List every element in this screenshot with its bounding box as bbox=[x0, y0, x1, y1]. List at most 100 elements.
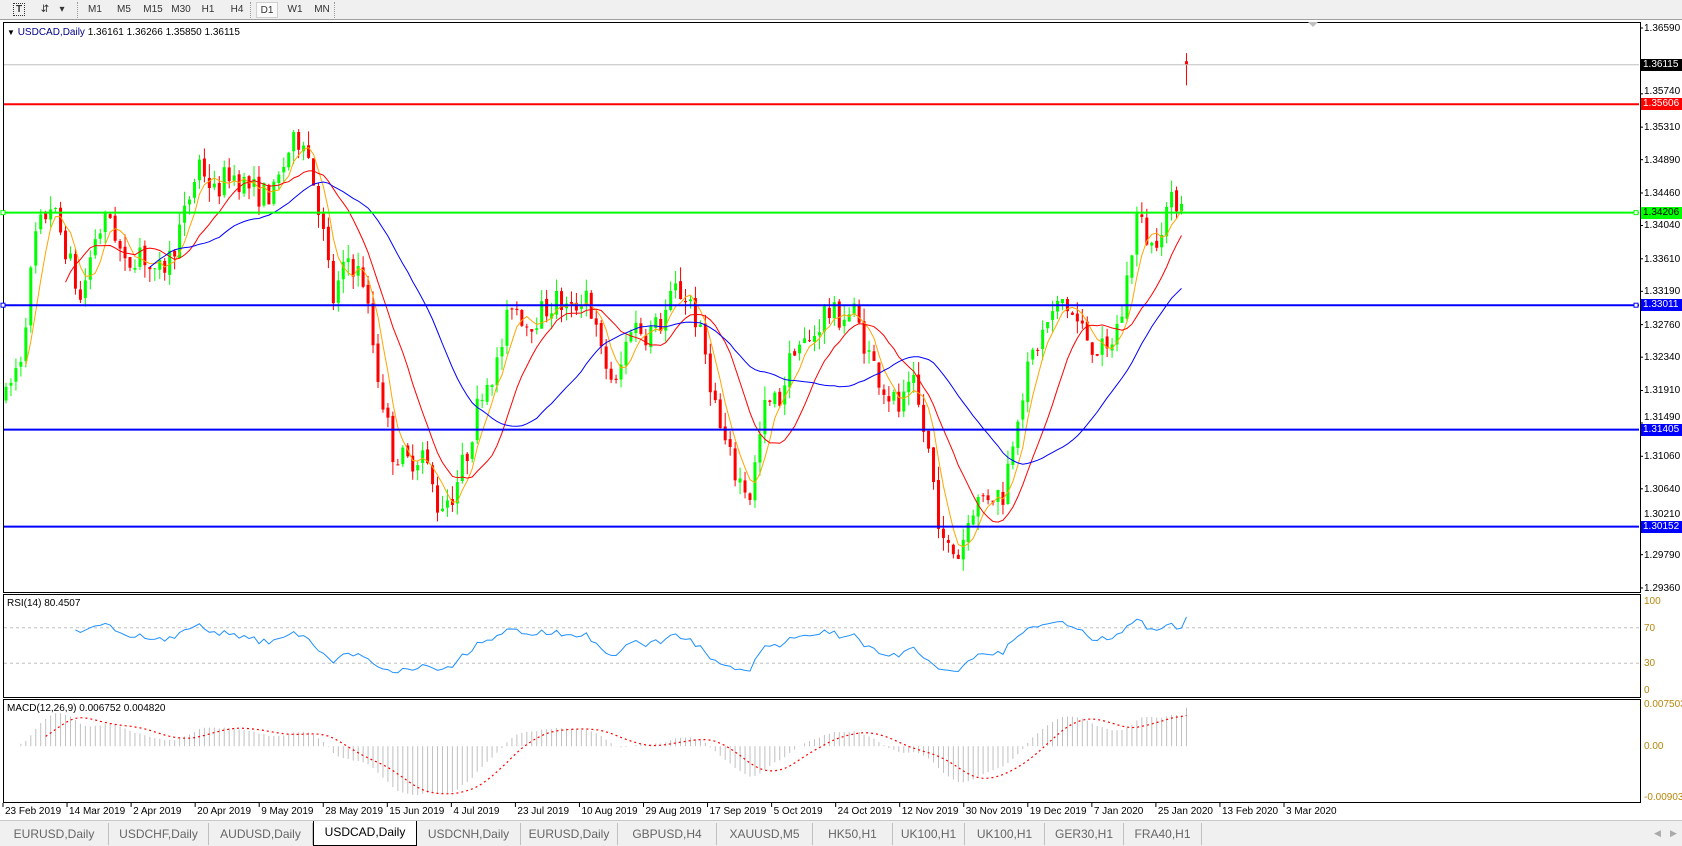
tab-uk100-h1[interactable]: UK100,H1 bbox=[965, 823, 1045, 845]
ma-slow-line bbox=[149, 181, 1182, 465]
bull-candle-body bbox=[584, 290, 588, 305]
bear-candle-body bbox=[73, 253, 77, 289]
bear-candle-body bbox=[713, 390, 717, 401]
timeframe-m15[interactable]: M15 bbox=[143, 4, 163, 15]
tab-uk100-h1[interactable]: UK100,H1 bbox=[893, 823, 965, 845]
bull-candle-body bbox=[168, 250, 172, 275]
bull-candle-body bbox=[624, 341, 628, 366]
bear-candle-body bbox=[436, 485, 440, 513]
tab-fra40-h1[interactable]: FRA40,H1 bbox=[1124, 823, 1202, 845]
bear-candle-body bbox=[941, 528, 945, 538]
collapse-triangle-icon[interactable]: ▼ bbox=[7, 28, 15, 37]
bull-candle-body bbox=[421, 450, 425, 463]
tab-hk50-h1[interactable]: HK50,H1 bbox=[813, 823, 893, 845]
bear-candle-body bbox=[297, 132, 301, 150]
tab-eurusd-daily[interactable]: EURUSD,Daily bbox=[0, 823, 109, 845]
bull-candle-body bbox=[272, 181, 276, 204]
date-label: 20 Apr 2019 bbox=[197, 806, 252, 817]
dropdown-caret-icon[interactable]: ▾ bbox=[59, 4, 65, 15]
bull-candle-body bbox=[1170, 192, 1174, 208]
level-handle bbox=[1633, 210, 1639, 216]
rsi-pane[interactable] bbox=[3, 594, 1641, 698]
bull-candle-body bbox=[39, 214, 43, 230]
bull-candle-body bbox=[1031, 349, 1035, 360]
bear-candle-body bbox=[986, 495, 990, 501]
date-label: 30 Nov 2019 bbox=[965, 806, 1023, 817]
date-label: 4 Jul 2019 bbox=[453, 806, 500, 817]
bull-candle-body bbox=[798, 344, 802, 354]
timeframe-m5[interactable]: M5 bbox=[117, 4, 131, 15]
bear-candle-body bbox=[723, 426, 727, 441]
timeframe-h4[interactable]: H4 bbox=[230, 4, 244, 15]
bear-candle-body bbox=[917, 374, 921, 405]
bull-candle-body bbox=[292, 132, 296, 152]
main-chart-pane[interactable] bbox=[3, 22, 1641, 593]
bull-candle-body bbox=[83, 280, 87, 298]
bull-candle-body bbox=[1160, 235, 1164, 248]
timeframe-h1[interactable]: H1 bbox=[201, 4, 215, 15]
timeframe-m30[interactable]: M30 bbox=[171, 4, 191, 15]
scroll-right-icon[interactable]: ▶ bbox=[1670, 828, 1677, 838]
bear-candle-body bbox=[793, 351, 797, 356]
macd-tick-label: 0.007503 bbox=[1644, 699, 1682, 710]
price-tick-label: 1.29790 bbox=[1644, 549, 1681, 561]
tab-xauusd-m5[interactable]: XAUUSD,M5 bbox=[717, 823, 813, 845]
bull-candle-body bbox=[664, 309, 668, 331]
tab-usdcnh-daily[interactable]: USDCNH,Daily bbox=[417, 823, 521, 845]
bear-candle-body bbox=[639, 323, 643, 334]
bear-candle-body bbox=[217, 182, 221, 197]
bear-candle-body bbox=[743, 480, 747, 493]
bull-candle-body bbox=[1100, 338, 1104, 355]
bear-candle-body bbox=[882, 389, 886, 395]
bull-candle-body bbox=[19, 361, 23, 367]
timeframe-mn[interactable]: MN bbox=[314, 4, 330, 15]
tab-usdcad-daily[interactable]: USDCAD,Daily bbox=[313, 821, 417, 846]
bear-candle-body bbox=[560, 291, 564, 310]
text-tool-icon[interactable]: T bbox=[10, 2, 28, 18]
timeframe-w1[interactable]: W1 bbox=[287, 4, 303, 15]
bear-candle-body bbox=[1075, 313, 1079, 322]
date-label: 24 Oct 2019 bbox=[837, 806, 893, 817]
bull-candle-body bbox=[649, 326, 653, 348]
bear-candle-body bbox=[525, 326, 529, 328]
date-label: 29 Aug 2019 bbox=[645, 806, 702, 817]
bull-candle-body bbox=[183, 205, 187, 223]
bull-candle-body bbox=[1180, 203, 1184, 212]
bull-candle-body bbox=[197, 159, 201, 181]
tab-eurusd-daily[interactable]: EURUSD,Daily bbox=[521, 823, 618, 845]
bull-candle-body bbox=[29, 267, 33, 326]
bear-candle-body bbox=[64, 230, 68, 260]
date-label: 25 Jan 2020 bbox=[1157, 806, 1213, 817]
bear-candle-body bbox=[728, 439, 732, 447]
date-label: 5 Oct 2019 bbox=[773, 806, 823, 817]
tab-audusd-daily[interactable]: AUDUSD,Daily bbox=[209, 823, 313, 845]
bear-candle-body bbox=[312, 158, 316, 186]
tab-gbpusd-h4[interactable]: GBPUSD,H4 bbox=[618, 823, 717, 845]
timeframe-d1[interactable]: D1 bbox=[256, 2, 278, 18]
bear-candle-body bbox=[143, 245, 147, 266]
date-label: 3 Mar 2020 bbox=[1286, 806, 1337, 817]
bear-candle-body bbox=[331, 260, 335, 304]
timeframe-m1[interactable]: M1 bbox=[88, 4, 102, 15]
macd-signal-line bbox=[45, 714, 1187, 795]
tab-ger30-h1[interactable]: GER30,H1 bbox=[1045, 823, 1124, 845]
bull-candle-body bbox=[24, 327, 28, 361]
bull-candle-body bbox=[852, 303, 856, 315]
bear-candle-body bbox=[371, 303, 375, 346]
bull-candle-body bbox=[9, 382, 13, 386]
bull-candle-body bbox=[500, 347, 504, 357]
bear-candle-body bbox=[768, 400, 772, 402]
bull-candle-body bbox=[847, 314, 851, 322]
bear-candle-body bbox=[78, 289, 82, 300]
arrows-tool-icon[interactable]: ⇵ bbox=[40, 4, 50, 15]
bull-candle-body bbox=[832, 302, 836, 319]
level-handle bbox=[0, 210, 6, 216]
bull-candle-body bbox=[976, 497, 980, 517]
macd-pane[interactable] bbox=[3, 699, 1641, 803]
bull-candle-body bbox=[540, 301, 544, 329]
bear-candle-body bbox=[307, 145, 311, 158]
tab-usdchf-daily[interactable]: USDCHF,Daily bbox=[109, 823, 209, 845]
bull-candle-body bbox=[88, 257, 92, 280]
scroll-left-icon[interactable]: ◀ bbox=[1654, 828, 1661, 838]
bull-candle-body bbox=[629, 332, 633, 342]
